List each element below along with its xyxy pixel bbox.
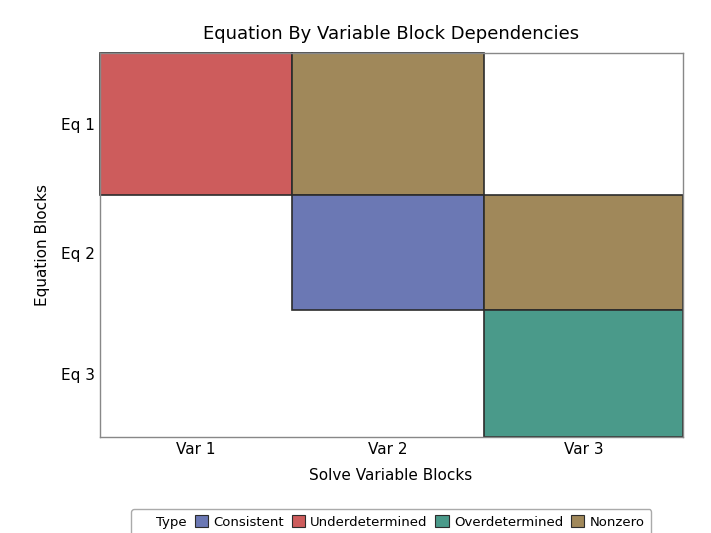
X-axis label: Solve Variable Blocks: Solve Variable Blocks: [309, 468, 473, 483]
Bar: [292, 53, 484, 195]
Title: Equation By Variable Block Dependencies: Equation By Variable Block Dependencies: [203, 26, 579, 43]
Bar: [484, 195, 683, 310]
Y-axis label: Equation Blocks: Equation Blocks: [35, 184, 50, 306]
Legend: Type, Consistent, Underdetermined, Overdetermined, Nonzero: Type, Consistent, Underdetermined, Overd…: [131, 509, 651, 533]
Bar: [292, 195, 484, 310]
Bar: [100, 53, 292, 195]
Bar: [484, 310, 683, 437]
